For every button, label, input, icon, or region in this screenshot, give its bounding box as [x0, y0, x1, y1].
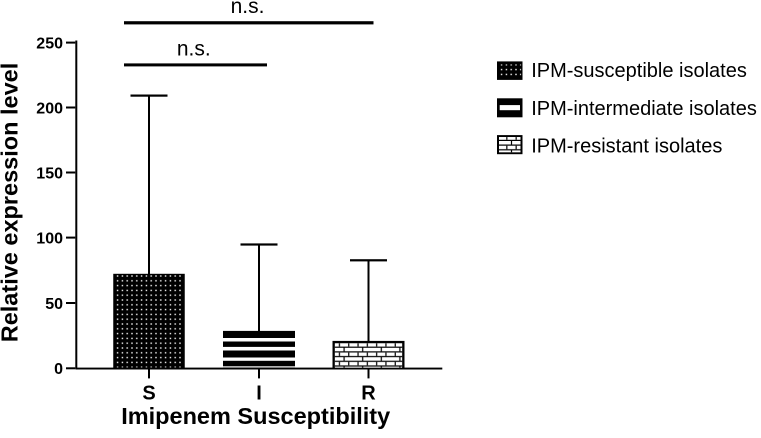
svg-text:I: I	[256, 383, 262, 405]
svg-text:100: 100	[36, 230, 63, 247]
svg-text:50: 50	[45, 296, 63, 313]
svg-text:n.s.: n.s.	[177, 38, 211, 61]
svg-text:S: S	[142, 383, 155, 405]
svg-text:Relative expression level: Relative expression level	[0, 63, 22, 343]
svg-text:0: 0	[54, 361, 63, 378]
svg-text:IPM-resistant isolates: IPM-resistant isolates	[531, 135, 722, 157]
svg-text:IPM-susceptible isolates: IPM-susceptible isolates	[531, 60, 747, 82]
svg-text:Imipenem Susceptibility: Imipenem Susceptibility	[121, 403, 390, 429]
svg-text:R: R	[361, 383, 376, 405]
svg-text:n.s.: n.s.	[231, 0, 265, 18]
svg-text:200: 200	[36, 100, 63, 117]
svg-text:250: 250	[36, 35, 63, 52]
svg-text:150: 150	[36, 165, 63, 182]
svg-text:IPM-intermediate isolates: IPM-intermediate isolates	[531, 98, 757, 120]
